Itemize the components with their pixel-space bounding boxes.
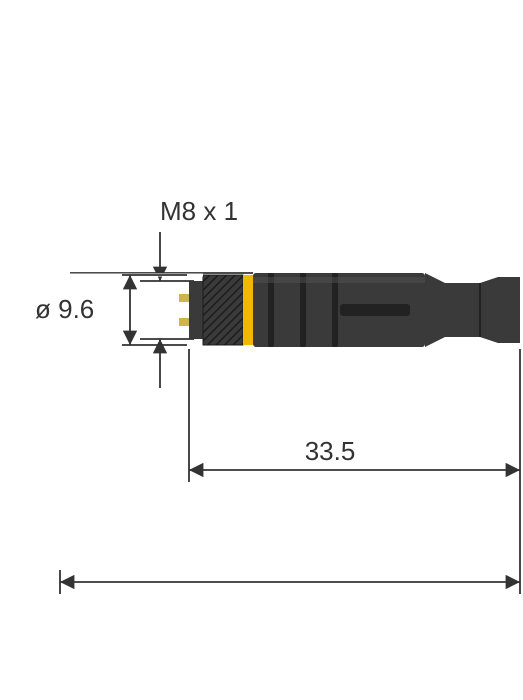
diameter-label: ø 9.6 — [35, 294, 94, 324]
pin-top — [179, 294, 189, 302]
thread-label: M8 x 1 — [160, 196, 238, 226]
knurled-collar — [203, 275, 243, 345]
connector-body — [179, 273, 520, 347]
pin-bottom — [179, 318, 189, 326]
cable-gland — [425, 273, 520, 347]
grip-rib — [300, 273, 306, 347]
length-label: 33.5 — [305, 436, 356, 466]
grip-slot — [340, 304, 410, 316]
grip-rib — [268, 273, 274, 347]
color-ring — [243, 275, 253, 345]
connector-face — [189, 281, 203, 339]
grip-rib — [332, 273, 338, 347]
